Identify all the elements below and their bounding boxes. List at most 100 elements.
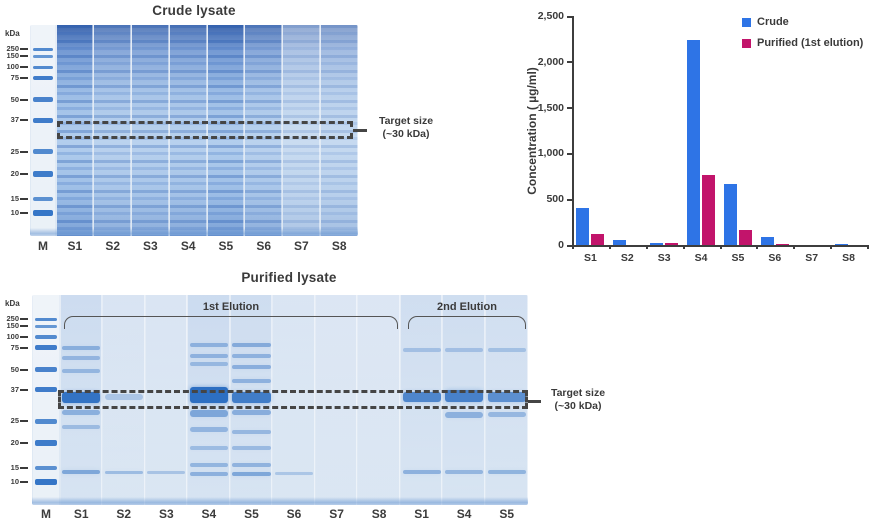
purified-gel-title: Purified lysate: [241, 270, 337, 285]
second-elution-label: 2nd Elution: [437, 301, 497, 313]
ladder-weight-label-20: 20: [10, 168, 19, 178]
marker-band: [35, 335, 57, 339]
ladder-weight-label-25: 25: [10, 146, 19, 156]
lane-label-S2-1: S2: [105, 239, 121, 253]
y-axis-tick-0: [567, 244, 572, 247]
protein-band: [487, 470, 526, 475]
legend-label-purified: Purified (1st elution): [757, 37, 864, 49]
ladder-tick-100: [20, 66, 28, 69]
marker-lane: [33, 295, 59, 505]
lane-label-M: M: [41, 507, 51, 521]
y-tick-label-1,500: 1,500: [537, 101, 564, 114]
legend-row-crude: Crude: [742, 16, 863, 28]
y-axis-tick-2,000: [567, 61, 572, 64]
protein-band: [487, 412, 526, 418]
purified-target-size-line1: Target size: [550, 387, 606, 399]
ladder-weight-label-20: 20: [10, 438, 19, 448]
lane-label-S6-5: S6: [286, 507, 302, 521]
marker-band: [35, 440, 57, 446]
gel-lane-S5-4: [207, 25, 245, 236]
x-category-label-S7: S7: [805, 252, 819, 264]
protein-band: [62, 410, 101, 416]
marker-band: [33, 209, 53, 216]
x-axis-tick: [830, 245, 833, 249]
ladder-weight-label-10: 10: [10, 207, 19, 217]
crude-gel-panel: Crude lysate kDa Target size (~30 kDa) 2…: [0, 0, 510, 266]
lane-label-S8-7: S8: [371, 507, 387, 521]
y-tick-label-2,000: 2,000: [537, 55, 564, 68]
purified-target-size-line2: (~30 kDa): [554, 400, 602, 412]
x-category-label-S1: S1: [583, 252, 597, 264]
gel-lane-S1-8: [400, 295, 443, 505]
bar-crude-S3: [650, 243, 664, 245]
ladder-tick-15: [20, 198, 28, 201]
protein-band: [189, 362, 228, 367]
lane-label-S4-3: S4: [201, 507, 217, 521]
ladder-weight-label-100: 100: [6, 62, 19, 72]
protein-band: [274, 472, 314, 475]
bar-crude-S2: [613, 240, 627, 245]
protein-band: [62, 425, 101, 430]
marker-band: [35, 387, 57, 392]
marker-band: [33, 171, 53, 177]
gel-lane-S7-6: [315, 295, 358, 505]
gel-lane-S6-5: [273, 295, 315, 505]
protein-band: [62, 345, 101, 350]
crude-kda-unit-label: kDa: [5, 29, 20, 38]
lane-label-S1-0: S1: [67, 239, 83, 253]
gel-lane-S8-7: [358, 295, 400, 505]
gel-lane-S2-1: [94, 25, 132, 236]
crude-target-connector-line: [353, 129, 367, 132]
gel-lane-S3-2: [132, 25, 169, 236]
gel-lane-S2-1: [103, 295, 145, 505]
crude-target-size-label: Target size (~30 kDa): [364, 115, 448, 141]
ladder-weight-label-37: 37: [10, 114, 19, 124]
bar-purified-S1: [591, 234, 605, 245]
bar-purified-S6: [775, 244, 789, 245]
protein-band: [104, 470, 143, 474]
ladder-weight-label-15: 15: [10, 194, 19, 204]
bar-crude-S1: [576, 208, 590, 245]
ladder-weight-label-10: 10: [10, 476, 19, 486]
ladder-tick-20: [20, 442, 28, 445]
y-axis-tick-2,500: [567, 15, 572, 18]
crude-gel-image: [30, 25, 358, 236]
marker-band: [33, 54, 53, 58]
ladder-tick-100: [20, 336, 28, 338]
protein-band: [445, 470, 484, 475]
marker-lane: [31, 25, 55, 236]
gel-lane-S6-5: [245, 25, 283, 236]
ladder-weight-label-100: 100: [6, 332, 19, 341]
bar-purified-S3: [665, 243, 679, 245]
x-category-label-S2: S2: [620, 252, 634, 264]
first-elution-label: 1st Elution: [202, 301, 260, 313]
protein-band: [232, 410, 271, 416]
gel-lane-S7-6: [283, 25, 320, 236]
chart-y-axis-line: [572, 16, 574, 247]
gel-lane-S3-2: [145, 295, 188, 505]
ladder-tick-250: [20, 48, 28, 51]
purified-target-size-label: Target size (~30 kDa): [540, 387, 616, 413]
ladder-weight-label-150: 150: [6, 51, 19, 61]
concentration-chart-panel: Concentration ( µg/ml) Crude Purified (1s…: [510, 0, 872, 266]
bar-crude-S8: [834, 243, 848, 245]
dye-front: [32, 497, 528, 505]
legend-swatch-crude: [742, 17, 751, 27]
legend-row-purified: Purified (1st elution): [742, 37, 863, 49]
marker-band: [33, 47, 53, 51]
lane-label-S3-2: S3: [143, 239, 158, 253]
x-axis-tick: [867, 245, 869, 249]
ladder-tick-50: [20, 368, 28, 371]
protein-band: [232, 343, 271, 348]
y-tick-label-1,000: 1,000: [537, 147, 564, 160]
crude-gel-title: Crude lysate: [152, 3, 236, 18]
gel-lane-S4-3: [169, 25, 207, 236]
lane-label-S3-2: S3: [159, 507, 174, 521]
gel-lane-S5-10: [486, 295, 528, 505]
bar-crude-S6: [760, 236, 774, 245]
x-category-label-S8: S8: [842, 252, 856, 264]
protein-band: [402, 347, 441, 352]
purified-gel-panel: Purified lysate kDa 1st Elution 2nd Elut…: [0, 266, 872, 532]
crude-target-size-line2: (~30 kDa): [382, 128, 430, 140]
